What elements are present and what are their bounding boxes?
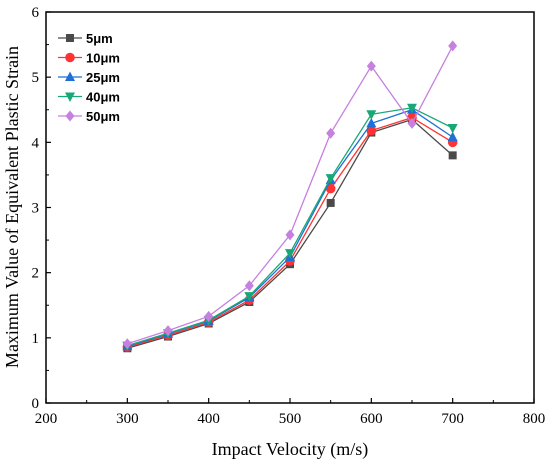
data-point xyxy=(325,183,336,194)
legend-label: 25μm xyxy=(86,70,120,85)
data-point xyxy=(366,117,377,128)
series-50μm xyxy=(122,40,458,350)
data-point xyxy=(163,325,173,337)
legend-item: 40μm xyxy=(58,90,120,105)
data-point xyxy=(65,92,75,102)
legend-label: 10μm xyxy=(86,51,120,66)
data-point xyxy=(65,71,75,81)
series-40μm xyxy=(122,103,458,352)
legend-item: 50μm xyxy=(58,109,120,124)
data-point xyxy=(65,52,75,63)
legend-item: 10μm xyxy=(58,51,120,66)
x-tick-label: 700 xyxy=(441,411,464,427)
y-tick-label: 2 xyxy=(32,266,40,282)
legend-item: 5μm xyxy=(58,31,113,46)
y-tick-label: 4 xyxy=(32,135,40,151)
legend: 5μm 10μm 25μm 40μm 50μm xyxy=(58,31,120,124)
series-25μm xyxy=(122,104,458,351)
data-point xyxy=(448,151,457,160)
data-point xyxy=(66,34,74,42)
data-point xyxy=(447,123,458,134)
legend-item: 25μm xyxy=(58,70,120,85)
data-point xyxy=(366,125,377,136)
x-tick-label: 500 xyxy=(279,411,302,427)
data-point xyxy=(244,280,254,292)
y-tick-label: 0 xyxy=(32,396,40,412)
data-point xyxy=(447,131,458,142)
data-point xyxy=(204,310,214,322)
data-point xyxy=(244,292,255,302)
series-layer xyxy=(122,40,458,353)
data-point xyxy=(326,127,336,139)
x-tick-label: 800 xyxy=(523,411,546,427)
x-tick-label: 600 xyxy=(360,411,383,427)
data-point xyxy=(285,229,295,241)
axis-ticks: 200 300 400 500 600 700 800 0 1 2 3 4 5 6 xyxy=(32,5,546,427)
y-tick-label: 1 xyxy=(32,331,40,347)
series-line xyxy=(127,107,453,347)
data-point xyxy=(366,110,377,120)
legend-label: 50μm xyxy=(86,109,120,124)
data-point xyxy=(448,40,458,52)
data-point xyxy=(122,338,132,350)
data-point xyxy=(65,110,75,122)
data-point xyxy=(407,103,417,114)
series-line xyxy=(127,45,454,345)
series-line xyxy=(127,109,454,347)
data-point xyxy=(366,60,376,72)
y-tick-label: 6 xyxy=(32,5,40,21)
x-tick-label: 200 xyxy=(35,411,58,427)
legend-label: 5μm xyxy=(86,31,113,46)
legend-label: 40μm xyxy=(86,90,120,105)
y-tick-label: 3 xyxy=(32,201,40,217)
y-axis-title: Maximum Value of Equivalent Plastic Stra… xyxy=(2,46,22,368)
x-tick-label: 400 xyxy=(197,411,220,427)
data-point xyxy=(407,117,417,129)
data-point xyxy=(326,198,335,207)
x-axis-title: Impact Velocity (m/s) xyxy=(212,439,369,460)
x-tick-label: 300 xyxy=(116,411,139,427)
data-point xyxy=(325,174,336,184)
y-tick-label: 5 xyxy=(32,70,40,86)
data-point xyxy=(285,249,295,259)
